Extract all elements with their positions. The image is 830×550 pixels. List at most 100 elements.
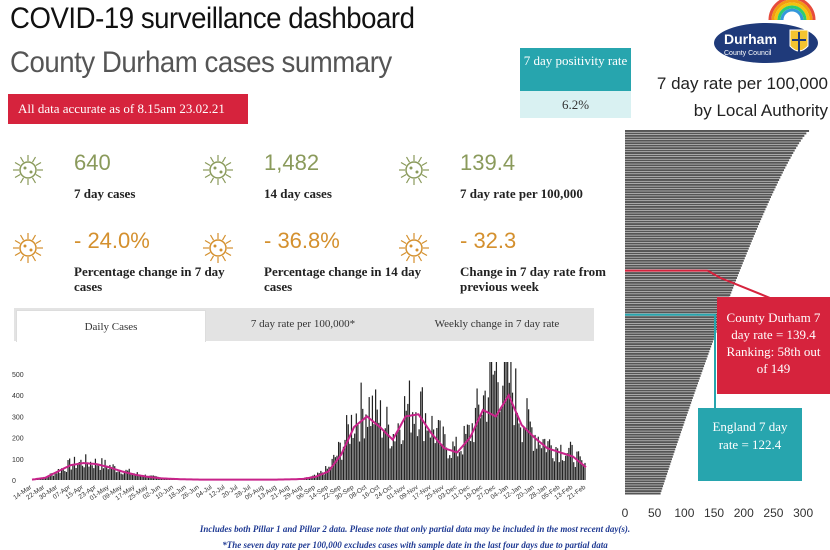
daily-case-bar xyxy=(428,429,429,480)
la-rate-bar xyxy=(625,221,760,223)
la-rate-bar xyxy=(625,390,695,392)
la-rate-bar xyxy=(625,358,707,360)
la-rate-bar xyxy=(625,475,666,477)
daily-case-bar xyxy=(538,437,539,480)
daily-case-bar xyxy=(56,473,57,480)
daily-case-bar xyxy=(410,433,411,480)
virus-icon xyxy=(200,230,236,266)
la-rate-bar xyxy=(625,201,769,203)
la-rate-bar xyxy=(625,407,689,409)
daily-case-bar xyxy=(423,441,424,480)
daily-case-bar xyxy=(101,458,102,480)
la-rate-bar xyxy=(625,368,703,370)
la-rate-bar xyxy=(625,299,728,301)
tab-daily-cases[interactable]: Daily Cases xyxy=(16,310,206,342)
daily-case-bar xyxy=(75,468,76,480)
daily-case-bar xyxy=(568,448,569,480)
la-rate-bar xyxy=(625,211,764,213)
rate-panel-title-line2: by Local Authority xyxy=(640,97,828,124)
daily-case-bar xyxy=(507,362,508,480)
la-rate-bar xyxy=(625,150,795,152)
daily-case-bar xyxy=(383,430,384,480)
kpi-label: 7 day rate per 100,000 xyxy=(460,186,620,201)
la-rate-bar xyxy=(625,145,798,147)
la-rate-bar xyxy=(625,167,785,169)
daily-case-bar xyxy=(53,476,54,480)
daily-case-bar xyxy=(491,362,492,480)
daily-case-bar xyxy=(534,435,535,480)
la-rate-bar xyxy=(625,228,757,230)
daily-case-bar xyxy=(381,438,382,480)
la-x-tick-label: 250 xyxy=(763,506,783,520)
daily-case-bar xyxy=(549,439,550,480)
daily-case-bar xyxy=(565,456,566,480)
la-rate-bar xyxy=(625,169,784,171)
la-rate-bar xyxy=(625,419,685,421)
la-rate-bar xyxy=(625,208,765,210)
daily-case-bar xyxy=(435,443,436,480)
daily-case-bar xyxy=(365,414,366,480)
la-rate-bar xyxy=(625,395,694,397)
la-rate-bar xyxy=(625,172,783,174)
daily-case-bar xyxy=(388,425,389,480)
daily-case-bar xyxy=(323,475,324,480)
la-rate-bar xyxy=(625,250,748,252)
daily-case-bar xyxy=(356,413,357,480)
daily-case-bar xyxy=(84,467,85,480)
kpi-value: - 24.0% xyxy=(74,228,150,254)
la-rate-bar xyxy=(625,206,767,208)
la-rate-bar xyxy=(625,304,727,306)
daily-case-bar xyxy=(59,473,60,480)
la-rate-bar xyxy=(625,485,663,487)
la-rate-bar xyxy=(625,324,719,326)
daily-case-bar xyxy=(346,415,347,480)
la-rate-bar xyxy=(625,265,742,267)
daily-case-bar xyxy=(412,412,413,480)
la-rate-bar xyxy=(625,471,668,473)
positivity-rate-value: 6.2% xyxy=(520,91,631,118)
la-rate-bar xyxy=(625,424,684,426)
daily-case-bar xyxy=(520,427,521,480)
daily-case-bar xyxy=(446,448,447,480)
la-rate-bar xyxy=(625,140,801,142)
la-rate-bar xyxy=(625,213,763,215)
daily-case-bar xyxy=(373,424,374,480)
daily-case-bar xyxy=(502,386,503,480)
la-rate-bar xyxy=(625,429,682,431)
tab-weekly-change[interactable]: Weekly change in 7 day rate xyxy=(400,308,594,341)
daily-case-bar xyxy=(448,458,449,480)
daily-case-bar xyxy=(449,455,450,480)
kpi-label: 7 day cases xyxy=(74,186,234,201)
y-tick-label: 300 xyxy=(12,414,24,421)
daily-case-bar xyxy=(357,425,358,480)
daily-case-bar xyxy=(570,442,571,480)
daily-case-bar xyxy=(457,456,458,480)
daily-case-bar xyxy=(557,448,558,480)
la-rate-bar xyxy=(625,260,744,262)
la-rate-bar xyxy=(625,373,701,375)
daily-case-bar xyxy=(377,410,378,480)
la-rate-bar xyxy=(625,466,670,468)
la-rate-bar xyxy=(625,297,729,299)
la-rate-bar xyxy=(625,348,710,350)
daily-case-bar xyxy=(539,445,540,480)
la-rate-bar xyxy=(625,397,693,399)
la-rate-bar xyxy=(625,448,675,450)
daily-case-bar xyxy=(71,470,72,480)
daily-case-bar xyxy=(501,407,502,480)
la-rate-bar xyxy=(625,346,711,348)
la-rate-bar xyxy=(625,375,701,377)
rate-panel-title: 7 day rate per 100,000 by Local Authorit… xyxy=(640,70,828,124)
daily-case-bar xyxy=(77,464,78,480)
logo-sub: County Council xyxy=(724,50,772,57)
daily-case-bar xyxy=(341,460,342,480)
la-rate-bar xyxy=(625,240,752,242)
la-rate-bar xyxy=(625,181,778,183)
la-rate-bar xyxy=(625,137,803,139)
daily-case-bar xyxy=(95,459,96,480)
tab-7-day-rate[interactable]: 7 day rate per 100,000* xyxy=(206,308,400,341)
daily-case-bar xyxy=(439,421,440,480)
daily-case-bar xyxy=(103,468,104,480)
la-rate-bar xyxy=(625,292,731,294)
la-rate-bar xyxy=(625,399,692,401)
